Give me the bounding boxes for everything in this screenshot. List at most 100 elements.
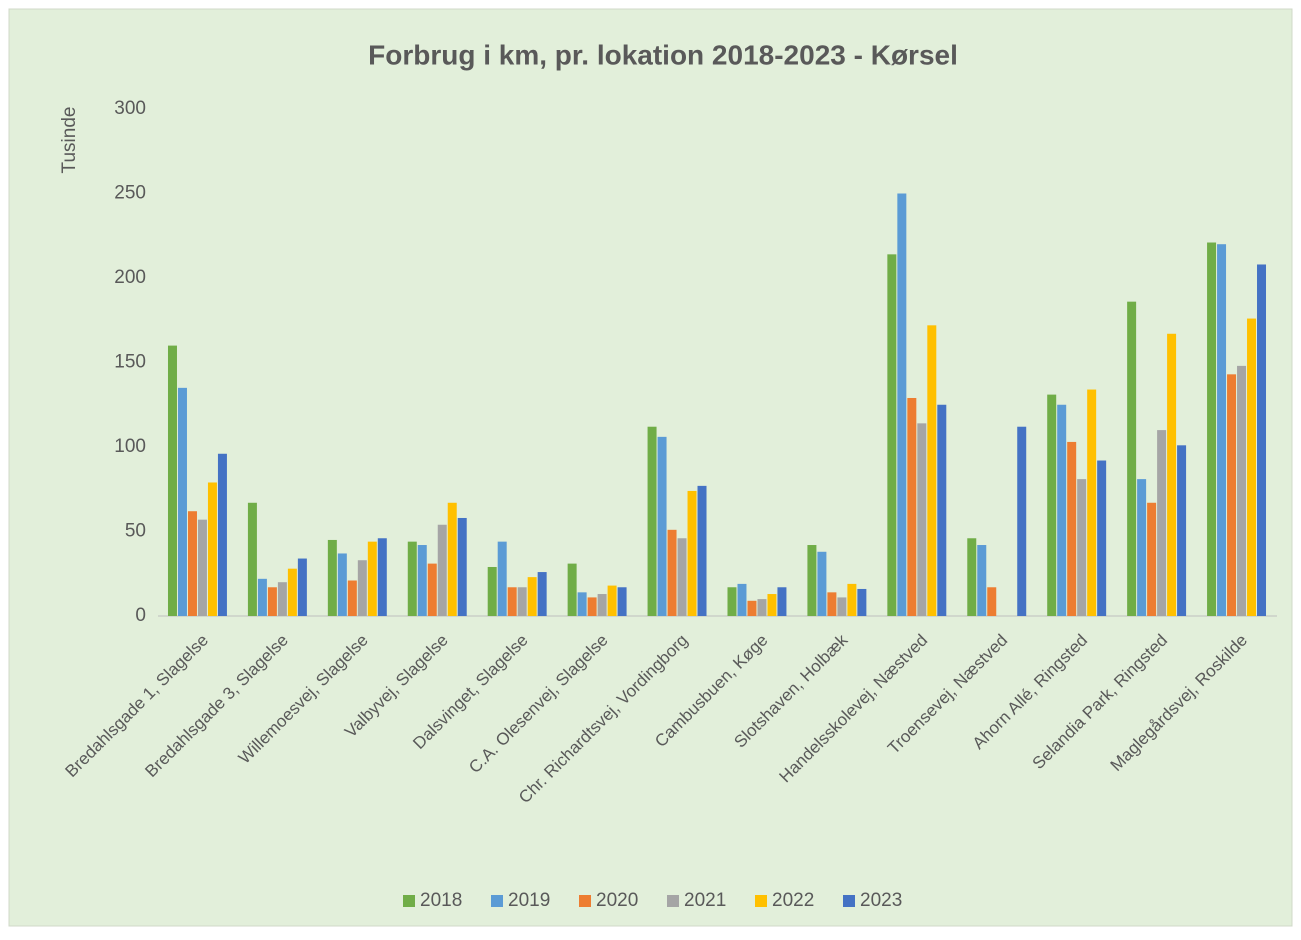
legend-label: 2018 [420, 890, 462, 911]
bar [737, 583, 747, 616]
y-tick-label: 50 [125, 521, 146, 542]
bar [897, 193, 907, 616]
bar [657, 436, 667, 616]
bar [1047, 394, 1057, 616]
y-tick-label: 150 [114, 352, 146, 373]
legend-swatch [667, 895, 679, 907]
bar [687, 490, 697, 616]
bar [507, 587, 517, 616]
bar [427, 563, 437, 616]
bar [747, 600, 757, 616]
bar [367, 541, 377, 616]
bar [1087, 389, 1097, 616]
legend-swatch [491, 895, 503, 907]
bar [1237, 365, 1247, 616]
bar [587, 597, 597, 616]
bar [517, 587, 527, 616]
bar [677, 538, 687, 616]
bar [857, 588, 867, 616]
bar [567, 563, 577, 616]
bar [917, 423, 927, 616]
bar [987, 587, 997, 616]
bar [837, 597, 847, 616]
bar [537, 572, 547, 616]
y-tick-label: 200 [114, 267, 146, 288]
y-tick-label: 250 [114, 183, 146, 204]
bar [607, 585, 617, 616]
bar [767, 594, 777, 616]
bar [217, 453, 227, 616]
legend-label: 2020 [596, 890, 638, 911]
y-axis-label: Tusinde [59, 107, 80, 174]
bar [1137, 479, 1147, 616]
legend-label: 2023 [860, 890, 902, 911]
bar [977, 545, 987, 616]
bar [257, 578, 267, 616]
bar [1077, 479, 1087, 616]
bar [447, 502, 457, 616]
bar [1167, 333, 1177, 616]
bar [407, 541, 417, 616]
y-tick-label: 300 [114, 98, 146, 119]
bar [277, 582, 287, 616]
bar [907, 397, 917, 616]
bar [417, 545, 427, 616]
legend-swatch [403, 895, 415, 907]
legend-label: 2021 [684, 890, 726, 911]
bar [597, 594, 607, 616]
bar [777, 587, 787, 616]
bar [497, 541, 507, 616]
bar [207, 482, 217, 616]
bar [1097, 460, 1107, 616]
bar [527, 577, 537, 616]
bar [727, 587, 737, 616]
y-tick-label: 100 [114, 436, 146, 457]
legend-label: 2022 [772, 890, 814, 911]
bar [1217, 244, 1227, 616]
bar [457, 517, 467, 616]
bar [887, 254, 897, 616]
chart-title: Forbrug i km, pr. lokation 2018-2023 - K… [368, 39, 958, 70]
y-tick-label: 0 [135, 605, 146, 626]
legend-swatch [755, 895, 767, 907]
bar [1227, 374, 1237, 616]
bar [697, 485, 707, 616]
bar [1257, 264, 1267, 616]
legend-swatch [579, 895, 591, 907]
bar [647, 426, 657, 616]
bar [617, 587, 627, 616]
bar [347, 580, 357, 616]
bar [287, 568, 297, 616]
bar [247, 502, 257, 616]
bar [167, 345, 177, 616]
bar [1057, 404, 1067, 616]
bar [1147, 502, 1157, 616]
bar [927, 325, 937, 616]
legend-label: 2019 [508, 890, 550, 911]
bar [437, 524, 447, 616]
bar [1067, 441, 1077, 616]
bar [817, 551, 827, 616]
bar [1157, 430, 1167, 616]
bar [1017, 426, 1027, 616]
bar [577, 592, 587, 616]
bar [1207, 242, 1217, 616]
bar [487, 566, 497, 616]
bar [847, 583, 857, 616]
bar [197, 519, 207, 616]
bar [1127, 301, 1137, 616]
bar [357, 560, 367, 616]
bar [327, 539, 337, 616]
bar [297, 558, 307, 616]
bar [1247, 318, 1257, 616]
bar [177, 387, 187, 616]
bar [187, 511, 197, 616]
bar [807, 545, 817, 616]
bar [377, 538, 387, 616]
bar [1177, 445, 1187, 616]
bar [757, 599, 767, 616]
bar [937, 404, 947, 616]
bar [337, 553, 347, 616]
legend-swatch [843, 895, 855, 907]
